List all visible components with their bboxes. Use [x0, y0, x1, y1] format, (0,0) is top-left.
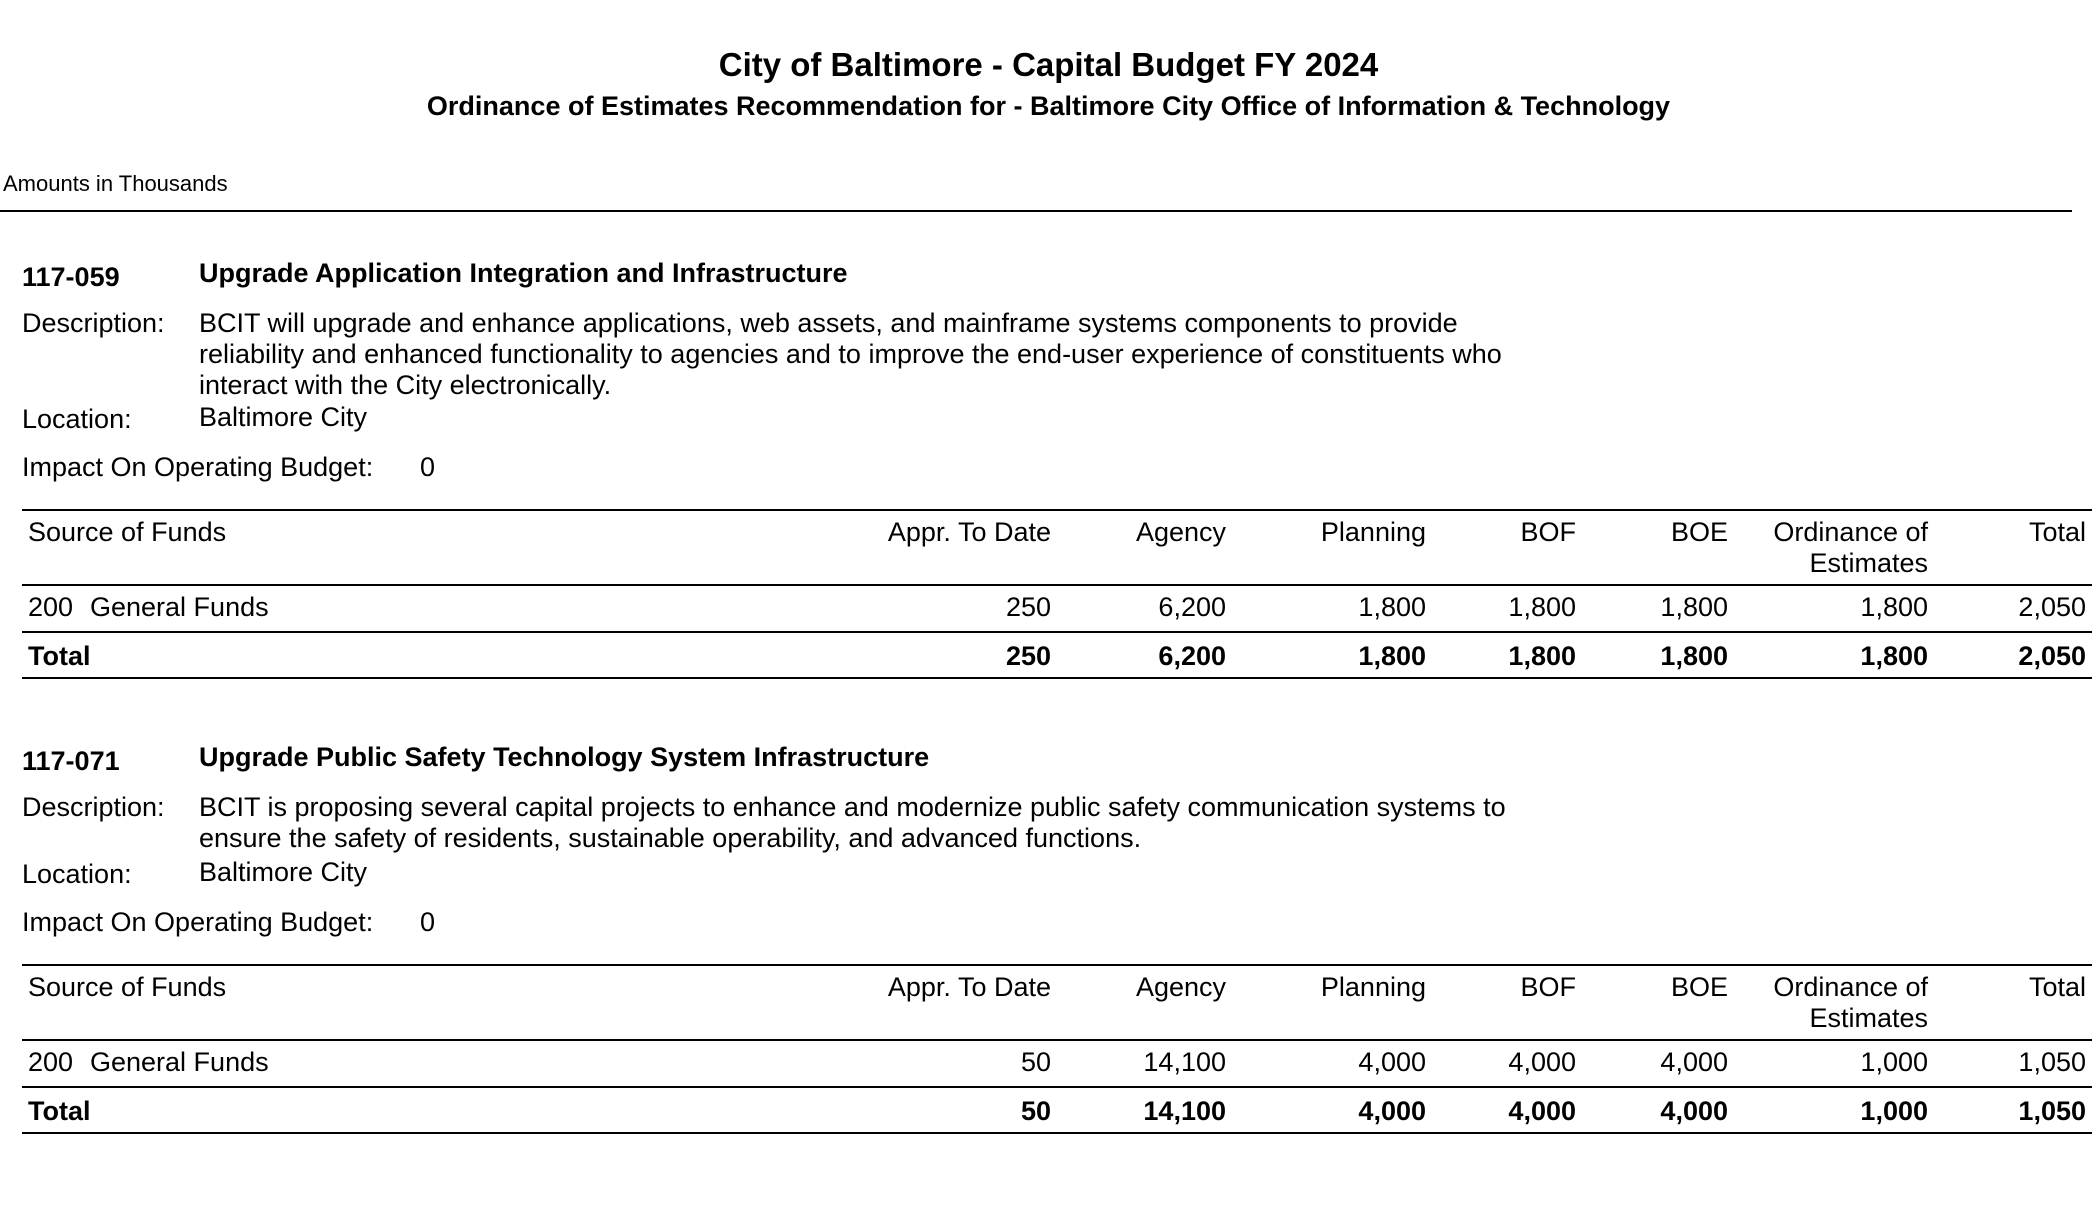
table-cell: 14,100: [1143, 1096, 1226, 1126]
fund-name: General Funds: [90, 1047, 269, 1077]
column-header: Appr. To Date: [887, 517, 1051, 547]
impact-label: Impact On Operating Budget:: [22, 907, 374, 937]
table-row: 200 General Funds 50 14,100 4,000 4,000 4…: [22, 1040, 2092, 1087]
project-id: 117-071: [22, 746, 120, 776]
impact-label: Impact On Operating Budget:: [22, 452, 374, 482]
description-line: ensure the safety of residents, sustaina…: [199, 823, 1142, 853]
table-cell: 6,200: [1158, 641, 1226, 671]
table-cell: 4,000: [1508, 1047, 1576, 1077]
table-cell: 1,800: [1508, 641, 1576, 671]
table-cell: 1,800: [1660, 592, 1728, 622]
column-header: Agency: [1135, 972, 1226, 1002]
column-header: Ordinance of Estimates: [1773, 517, 1928, 578]
fund-code: 200: [28, 1047, 74, 1077]
table-cell: 1,000: [1860, 1096, 1928, 1126]
table-cell: 14,100: [1143, 1047, 1226, 1077]
column-header: Ordinance of Estimates: [1773, 972, 1928, 1033]
column-header: Planning: [1320, 972, 1426, 1002]
description-line: interact with the City electronically.: [199, 370, 612, 400]
table-cell: 4,000: [1660, 1096, 1728, 1126]
table-cell: 1,800: [1860, 592, 1928, 622]
description-label: Description:: [22, 308, 165, 338]
column-header: BOE: [1670, 517, 1728, 547]
column-header: BOF: [1520, 972, 1576, 1002]
column-header: Appr. To Date: [887, 972, 1051, 1002]
impact-value: 0: [420, 452, 436, 482]
table-header-row: Source of Funds Appr. To Date Agency Pla…: [22, 510, 2092, 585]
table-cell: 1,050: [2018, 1096, 2086, 1126]
description-line: BCIT will upgrade and enhance applicatio…: [199, 308, 1458, 338]
funds-table: Source of Funds Appr. To Date Agency Pla…: [22, 964, 2092, 1134]
table-cell: 2,050: [2018, 641, 2086, 671]
total-row: Total 50 14,100 4,000 4,000 4,000 1,000 …: [22, 1087, 2092, 1133]
column-header: BOF: [1520, 517, 1576, 547]
project-section: 117-059 Upgrade Application Integration …: [0, 258, 2097, 722]
table-cell: 2,050: [2018, 592, 2086, 622]
page-title: City of Baltimore - Capital Budget FY 20…: [718, 46, 1379, 83]
table-cell: 250: [1005, 641, 1051, 671]
project-id: 117-059: [22, 262, 120, 292]
fund-code: 200: [28, 592, 74, 622]
table-cell: 1,800: [1358, 592, 1426, 622]
column-header: Source of Funds: [28, 517, 227, 547]
location-label: Location:: [22, 859, 132, 889]
funds-table: Source of Funds Appr. To Date Agency Pla…: [22, 509, 2092, 679]
project-location: Baltimore City: [199, 402, 368, 432]
table-cell: 1,050: [2018, 1047, 2086, 1077]
description-line: BCIT is proposing several capital projec…: [199, 792, 1506, 822]
table-cell: 250: [1005, 592, 1051, 622]
total-label: Total: [28, 1096, 91, 1126]
table-cell: 4,000: [1358, 1096, 1426, 1126]
table-cell: 4,000: [1358, 1047, 1426, 1077]
column-header: Planning: [1320, 517, 1426, 547]
table-cell: 1,800: [1660, 641, 1728, 671]
table-cell: 1,000: [1860, 1047, 1928, 1077]
column-header: Total: [2028, 517, 2086, 547]
project-name: Upgrade Application Integration and Infr…: [199, 258, 848, 288]
table-cell: 1,800: [1358, 641, 1426, 671]
table-cell: 50: [1020, 1047, 1051, 1077]
fund-name: General Funds: [90, 592, 269, 622]
column-header: Agency: [1135, 517, 1226, 547]
table-cell: 4,000: [1508, 1096, 1576, 1126]
project-location: Baltimore City: [199, 857, 368, 887]
page-subtitle: Ordinance of Estimates Recommendation fo…: [426, 91, 1671, 121]
table-cell: 6,200: [1158, 592, 1226, 622]
table-row: 200 General Funds 250 6,200 1,800 1,800 1…: [22, 585, 2092, 632]
table-cell: 1,800: [1508, 592, 1576, 622]
project-description: BCIT will upgrade and enhance applicatio…: [199, 308, 1559, 401]
description-label: Description:: [22, 792, 165, 822]
table-cell: 1,800: [1860, 641, 1928, 671]
total-label: Total: [28, 641, 91, 671]
impact-value: 0: [420, 907, 436, 937]
column-header: Total: [2028, 972, 2086, 1002]
header-rule: [0, 210, 2072, 212]
table-cell: 50: [1020, 1096, 1051, 1126]
table-header-row: Source of Funds Appr. To Date Agency Pla…: [22, 965, 2092, 1040]
column-header: Source of Funds: [28, 972, 227, 1002]
table-cell: 4,000: [1660, 1047, 1728, 1077]
fund-source: 200 General Funds: [22, 1040, 867, 1087]
project-description: BCIT is proposing several capital projec…: [199, 792, 1559, 854]
total-row: Total 250 6,200 1,800 1,800 1,800 1,800 …: [22, 632, 2092, 678]
fund-source: 200 General Funds: [22, 585, 867, 632]
units-note: Amounts in Thousands: [3, 171, 228, 196]
location-label: Location:: [22, 404, 132, 434]
description-line: reliability and enhanced functionality t…: [199, 339, 1502, 369]
column-header: BOE: [1670, 972, 1728, 1002]
project-section: 117-071 Upgrade Public Safety Technology…: [0, 742, 2097, 1206]
project-name: Upgrade Public Safety Technology System …: [199, 742, 930, 772]
